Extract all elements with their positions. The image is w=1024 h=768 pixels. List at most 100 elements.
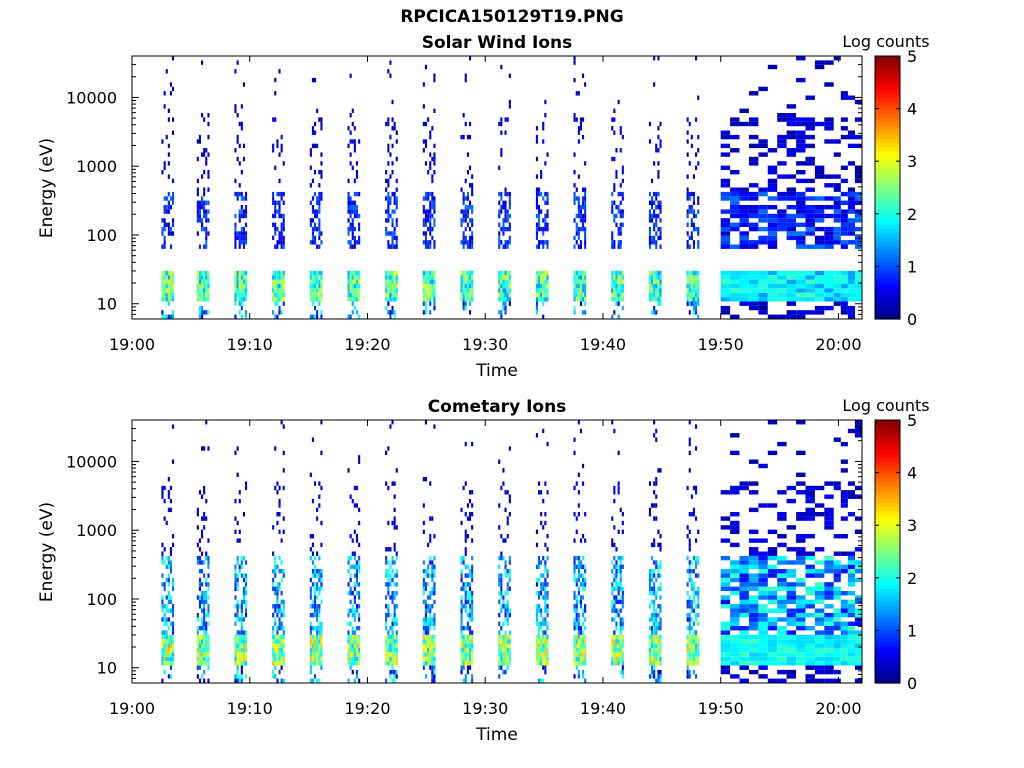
spectrogram-cell — [391, 240, 394, 245]
spectrogram-cell — [535, 305, 538, 311]
spectrogram-cell — [611, 275, 614, 280]
spectrogram-cell — [538, 630, 541, 635]
spectrogram-cell — [355, 639, 358, 644]
spectrogram-cell — [611, 292, 614, 298]
spectrogram-cell — [167, 555, 170, 561]
spectrogram-cell — [318, 630, 321, 635]
spectrogram-cell — [427, 621, 430, 626]
spectrogram-cell — [577, 231, 580, 236]
spectrogram-cell — [242, 143, 245, 149]
spectrogram-cell — [508, 630, 511, 635]
spectrogram-cell — [739, 297, 749, 302]
spectrogram-cell — [854, 292, 862, 298]
spectrogram-cell — [311, 301, 314, 306]
spectrogram-cell — [582, 292, 585, 298]
x-axis-label: Time — [475, 361, 518, 381]
spectrogram-cell — [314, 573, 317, 578]
colorbar-swatch — [875, 265, 900, 271]
spectrogram-cell — [697, 643, 700, 648]
spectrogram-cell — [309, 534, 312, 539]
spectrogram-cell — [393, 604, 396, 609]
spectrogram-cell — [469, 591, 472, 596]
spectrogram-cell — [203, 446, 206, 451]
spectrogram-cell — [469, 301, 472, 306]
spectrogram-cell — [659, 582, 662, 587]
spectrogram-cell — [349, 534, 352, 539]
spectrogram-cell — [167, 117, 170, 122]
spectrogram-cell — [653, 222, 656, 227]
spectrogram-cell — [351, 275, 354, 280]
spectrogram-cell — [466, 652, 469, 657]
spectrogram-cell — [276, 612, 279, 618]
spectrogram-cell — [424, 582, 427, 587]
spectrogram-cell — [320, 665, 323, 670]
spectrogram-cell — [309, 647, 312, 653]
spectrogram-cell — [653, 283, 656, 289]
spectrogram-cell — [309, 148, 312, 153]
spectrogram-cell — [695, 226, 698, 232]
spectrogram-cell — [172, 310, 175, 315]
spectrogram-cell — [805, 213, 815, 219]
spectrogram-cell — [272, 582, 275, 587]
spectrogram-cell — [544, 582, 547, 587]
colorbar-swatch — [875, 572, 900, 577]
spectrogram-cell — [234, 275, 237, 280]
spectrogram-cell — [172, 56, 175, 61]
spectrogram-cell — [234, 586, 237, 591]
spectrogram-cell — [805, 626, 815, 631]
spectrogram-cell — [805, 121, 815, 127]
spectrogram-cell — [824, 564, 834, 569]
spectrogram-cell — [500, 297, 503, 302]
spectrogram-cell — [584, 652, 587, 657]
spectrogram-cell — [422, 222, 425, 227]
spectrogram-cell — [542, 665, 545, 670]
spectrogram-cell — [508, 446, 511, 451]
spectrogram-cell — [688, 564, 691, 569]
spectrogram-cell — [311, 634, 314, 640]
spectrogram-cell — [508, 297, 511, 302]
spectrogram-cell — [242, 599, 245, 605]
spectrogram-cell — [460, 586, 463, 591]
spectrogram-cell — [573, 305, 576, 311]
spectrogram-cell — [272, 661, 275, 666]
spectrogram-cell — [236, 288, 239, 293]
spectrogram-cell — [579, 218, 582, 223]
spectrogram-cell — [573, 617, 576, 622]
spectrogram-cell — [615, 634, 618, 640]
spectrogram-cell — [280, 134, 283, 140]
spectrogram-cell — [500, 314, 503, 319]
spectrogram-cell — [198, 200, 201, 205]
colorbar-swatch — [875, 584, 900, 590]
spectrogram-cell — [651, 626, 654, 631]
spectrogram-cell — [582, 297, 585, 302]
spectrogram-cell — [508, 99, 511, 105]
spectrogram-cell — [427, 275, 430, 280]
spectrogram-cell — [619, 126, 622, 131]
spectrogram-cell — [573, 77, 576, 83]
spectrogram-cell — [201, 599, 204, 605]
spectrogram-cell — [433, 656, 436, 662]
spectrogram-cell — [579, 564, 582, 569]
spectrogram-cell — [234, 634, 237, 640]
spectrogram-cell — [431, 288, 434, 293]
spectrogram-cell — [617, 569, 620, 574]
spectrogram-cell — [353, 634, 356, 640]
spectrogram-cell — [424, 652, 427, 657]
spectrogram-cell — [720, 643, 731, 648]
spectrogram-cell — [615, 205, 618, 210]
spectrogram-cell — [393, 656, 396, 662]
spectrogram-cell — [584, 240, 587, 245]
spectrogram-cell — [466, 279, 469, 284]
spectrogram-cell — [163, 288, 166, 293]
spectrogram-cell — [466, 534, 469, 539]
spectrogram-cell — [796, 516, 806, 521]
spectrogram-cell — [506, 270, 509, 276]
spectrogram-cell — [758, 310, 768, 315]
spectrogram-cell — [611, 200, 614, 205]
spectrogram-cell — [240, 275, 243, 280]
spectrogram-cell — [504, 310, 507, 315]
spectrogram-cell — [653, 310, 656, 315]
spectrogram-cell — [318, 170, 321, 175]
spectrogram-cell — [688, 639, 691, 644]
